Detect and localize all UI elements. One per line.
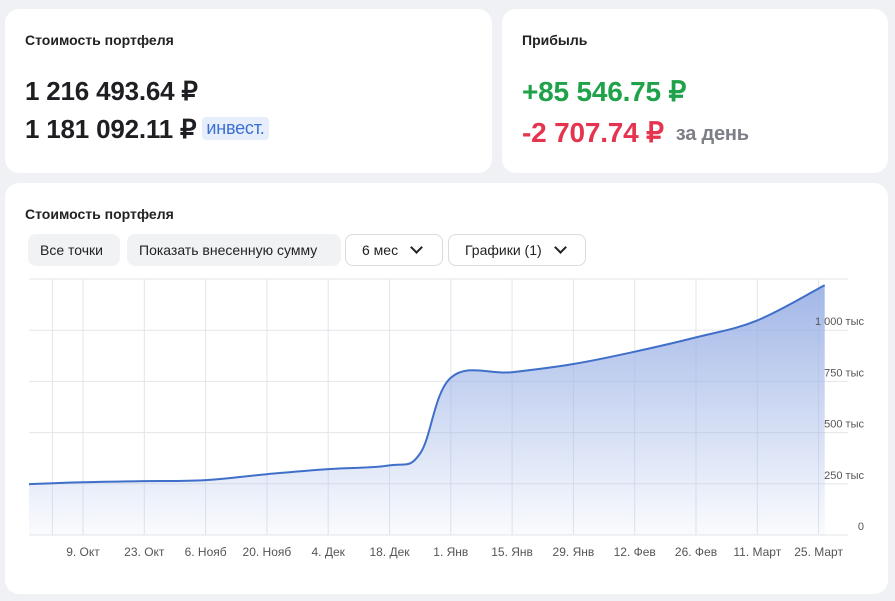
portfolio-invested-row: 1 181 092.11 ₽ инвест.: [25, 114, 269, 145]
y-tick-label: 0: [858, 521, 864, 533]
x-tick-label: 25. Март: [794, 545, 843, 559]
x-tick-label: 11. Март: [733, 545, 781, 559]
portfolio-value-title: Стоимость портфеля: [25, 32, 174, 48]
profit-total-value: +85 546.75 ₽: [522, 76, 687, 107]
charts-select-label: Графики (1): [465, 242, 542, 258]
series-line: [28, 284, 826, 486]
profit-day-suffix: за день: [675, 123, 749, 145]
x-tick-label: 29. Янв: [553, 545, 595, 559]
chart-card-title: Стоимость портфеля: [25, 206, 174, 222]
x-tick-label: 6. Нояб: [185, 545, 227, 559]
profit-day-value: -2 707.74 ₽: [522, 117, 664, 148]
portfolio-chart-card: Стоимость портфеля Все точки Показать вн…: [5, 183, 888, 594]
x-tick-label: 20. Нояб: [243, 545, 292, 559]
x-tick-label: 15. Янв: [491, 545, 533, 559]
x-tick-label: 9. Окт: [66, 545, 100, 559]
y-tick-label: 500 тыс: [824, 419, 864, 431]
y-tick-label: 250 тыс: [824, 470, 864, 482]
x-tick-label: 4. Дек: [311, 545, 345, 559]
period-select-label: 6 мес: [362, 242, 399, 258]
invested-badge: инвест.: [202, 117, 269, 140]
x-tick-label: 18. Дек: [369, 545, 410, 559]
x-tick-label: 23. Окт: [124, 545, 165, 559]
portfolio-invested-value: 1 181 092.11 ₽: [25, 114, 197, 144]
series-area-fill: [29, 285, 825, 535]
x-tick-label: 12. Фев: [614, 545, 656, 559]
all-points-button[interactable]: Все точки: [28, 234, 120, 266]
portfolio-value-card: Стоимость портфеля 1 216 493.64 ₽ 1 181 …: [5, 9, 492, 173]
y-tick-label: 750 тыс: [824, 367, 864, 379]
portfolio-total-value: 1 216 493.64 ₽: [25, 76, 198, 106]
profit-card: Прибыль +85 546.75 ₽ -2 707.74 ₽ за день: [502, 9, 888, 173]
y-tick-label: 1 000 тыс: [815, 316, 865, 328]
period-select[interactable]: 6 мес: [345, 234, 443, 266]
x-tick-label: 26. Фев: [675, 545, 717, 559]
x-tick-label: 1. Янв: [433, 545, 468, 559]
profit-day-row: -2 707.74 ₽ за день: [522, 116, 749, 149]
charts-select[interactable]: Графики (1): [448, 234, 586, 266]
portfolio-area-chart: 9. Окт 23. Окт 6. Нояб 20. Нояб 4. Дек 18. Де…: [28, 278, 865, 559]
profit-title: Прибыль: [522, 32, 588, 48]
show-deposit-button[interactable]: Показать внесенную сумму: [127, 234, 341, 266]
